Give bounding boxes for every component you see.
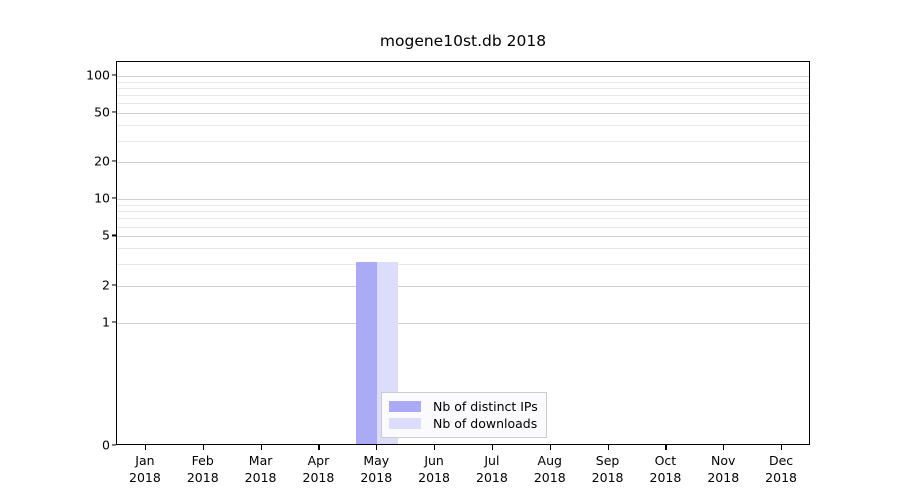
x-axis-tick-label: Aug 2018 [533, 453, 566, 485]
x-axis-tick-mark [376, 445, 378, 450]
x-axis-tick-mark [723, 445, 725, 450]
x-axis-tick-mark [665, 445, 667, 450]
y-axis-tick-labels: 0 1 2 5 10 20 50 100 [66, 61, 110, 453]
plot-area [116, 61, 810, 445]
x-axis-tick-mark [549, 445, 551, 450]
x-axis-tick-mark [260, 445, 262, 450]
x-axis-tick-label: Jan 2018 [129, 453, 161, 485]
x-axis-tick-mark [144, 445, 146, 450]
gridline-major [117, 322, 809, 324]
x-axis-tick-label: Feb 2018 [186, 453, 219, 485]
x-axis-tick-mark [491, 445, 493, 450]
x-axis-tick-label: Apr 2018 [302, 453, 335, 485]
x-axis-tick-label: Nov 2018 [707, 453, 740, 485]
gridline-minor [117, 226, 809, 228]
y-axis-tick-mark [111, 160, 116, 162]
y-axis-tick-label: 10 [94, 190, 110, 206]
x-axis-tick-mark [434, 445, 436, 450]
gridline-major [117, 76, 809, 78]
chart-legend: Nb of distinct IPs Nb of downloads [381, 392, 547, 438]
y-axis-tick-label: 1 [102, 314, 110, 330]
gridline-minor [117, 211, 809, 213]
x-axis-tick-label: Jun 2018 [418, 453, 450, 485]
x-axis-tick-mark [202, 445, 204, 450]
y-axis-tick-label: 50 [94, 104, 110, 120]
y-axis-tick-mark [111, 321, 116, 323]
x-axis-tick-label: May 2018 [360, 453, 393, 485]
y-axis-tick-mark [111, 284, 116, 286]
y-axis-tick-mark [111, 444, 116, 446]
chart-title: mogene10st.db 2018 [379, 32, 547, 50]
legend-swatch [389, 401, 421, 412]
gridline-minor [117, 140, 809, 142]
y-axis-tick-label: 0 [102, 437, 110, 453]
y-axis-tick-label: 20 [94, 153, 110, 169]
legend-item: Nb of distinct IPs [389, 398, 538, 415]
x-axis-tick-marks [116, 445, 810, 451]
x-axis-tick-mark [781, 445, 783, 450]
gridline-major [117, 162, 809, 164]
gridline-major [117, 236, 809, 238]
x-axis-tick-label: Jul 2018 [476, 453, 508, 485]
gridline-minor [117, 103, 809, 105]
gridline-major [117, 199, 809, 201]
x-axis-tick-label: Sep 2018 [591, 453, 624, 485]
bar [356, 261, 378, 444]
gridline-minor [117, 88, 809, 89]
gridline-minor [117, 95, 809, 97]
gridline-major [117, 285, 809, 287]
y-axis-tick-mark [111, 234, 116, 237]
gridline-major [117, 113, 809, 115]
gridline-minor [117, 263, 809, 265]
y-axis-tick-mark [111, 197, 116, 199]
x-axis-tick-label: Dec 2018 [765, 453, 797, 485]
x-axis-tick-label: Oct 2018 [649, 453, 682, 485]
gridline-minor [117, 248, 809, 250]
x-axis-tick-labels: Jan 2018 Feb 2018 Mar 2018 Apr 2018 May 2018 Jun 20… [116, 452, 810, 494]
y-axis-tick-label: 5 [102, 227, 110, 243]
legend-swatch [389, 418, 421, 429]
gridline-minor [117, 205, 809, 206]
x-axis-tick-label: Mar 2018 [244, 453, 277, 485]
x-axis-tick-mark [318, 445, 320, 450]
gridline-minor [117, 125, 809, 127]
y-axis-tick-label: 2 [102, 277, 110, 293]
x-axis-tick-mark [607, 445, 609, 450]
gridline-minor [117, 81, 809, 83]
y-axis-tick-label: 100 [86, 67, 110, 83]
legend-label: Nb of distinct IPs [433, 399, 538, 414]
y-axis-tick-mark [111, 74, 116, 76]
y-axis-tick-mark [111, 111, 116, 113]
y-axis-tick-marks [111, 61, 117, 446]
legend-item: Nb of downloads [389, 415, 538, 432]
gridline-minor [117, 218, 809, 220]
legend-label: Nb of downloads [433, 416, 538, 431]
